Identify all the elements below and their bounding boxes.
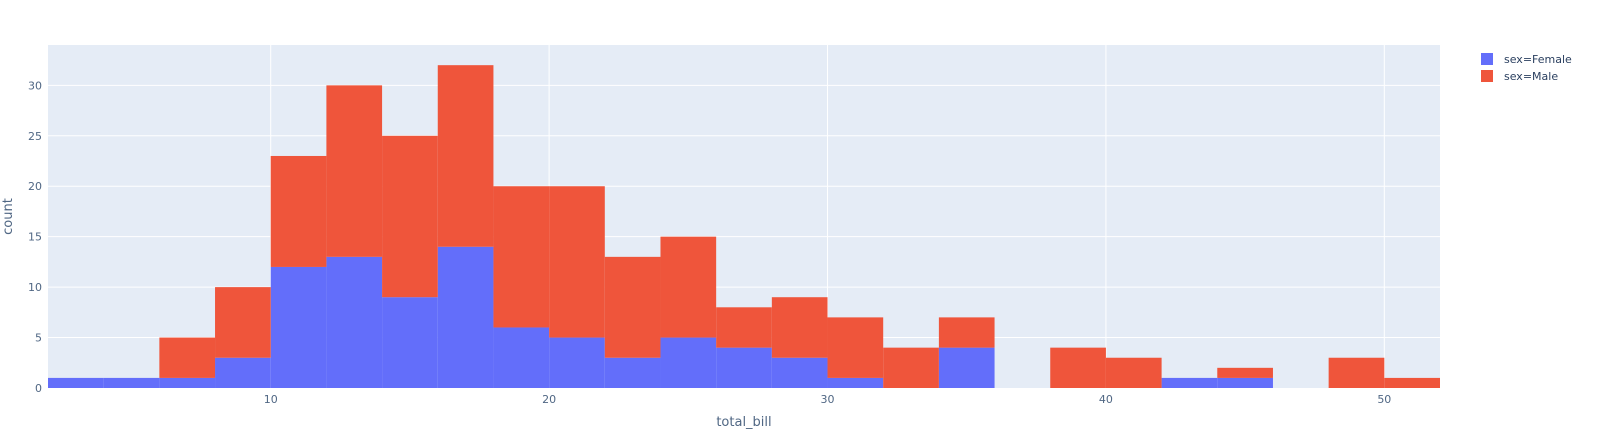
bar[interactable] [827,317,884,378]
legend-label: sex=Female [1504,53,1572,66]
y-tick-labels: 0 5 10 15 20 25 30 [28,79,42,395]
bar[interactable] [1050,347,1106,388]
legend[interactable]: sex=Female sex=Male [1481,53,1572,83]
x-tick-label: 30 [821,393,835,406]
y-tick-label: 30 [28,79,42,92]
bar[interactable] [1105,357,1162,388]
bar[interactable] [103,377,160,388]
bar[interactable] [437,65,494,247]
x-axis-title: total_bill [716,415,771,430]
bars [48,65,1440,388]
bar[interactable] [215,357,271,388]
y-tick-label: 10 [28,281,42,294]
bar[interactable] [716,307,772,348]
y-tick-label: 15 [28,231,42,244]
bar[interactable] [660,236,717,338]
legend-item[interactable]: sex=Male [1481,70,1558,83]
bar[interactable] [771,297,828,358]
bar[interactable] [771,357,828,388]
bar[interactable] [660,337,717,388]
bar[interactable] [159,337,216,378]
x-tick-label: 40 [1099,393,1113,406]
bar[interactable] [326,256,383,388]
bar[interactable] [270,266,327,388]
bar[interactable] [883,347,939,388]
bar[interactable] [1217,367,1273,378]
x-tick-label: 20 [542,393,556,406]
bar[interactable] [1384,377,1440,388]
bar[interactable] [604,256,661,358]
bar[interactable] [938,317,995,348]
series-sex-female [48,246,1273,388]
bar[interactable] [604,357,661,388]
bar[interactable] [1217,377,1273,388]
bar[interactable] [48,377,104,388]
legend-label: sex=Male [1504,70,1558,83]
x-tick-labels: 10 20 30 40 50 [264,393,1392,406]
y-tick-label: 0 [35,382,42,395]
x-tick-label: 50 [1377,393,1391,406]
legend-item[interactable]: sex=Female [1481,53,1572,66]
y-axis-title: count [1,198,16,235]
bar[interactable] [493,186,550,328]
bar[interactable] [1328,357,1385,388]
legend-swatch [1481,70,1493,82]
y-tick-label: 20 [28,180,42,193]
bar[interactable] [382,297,438,388]
y-tick-label: 25 [28,130,42,143]
bar[interactable] [159,377,216,388]
bar[interactable] [549,186,605,338]
bar[interactable] [437,246,494,388]
bar[interactable] [215,287,271,358]
bar[interactable] [716,347,772,388]
bar[interactable] [1161,377,1218,388]
bar[interactable] [549,337,605,388]
y-tick-label: 5 [35,332,42,345]
bar[interactable] [326,85,383,257]
x-tick-label: 10 [264,393,278,406]
bar[interactable] [938,347,995,388]
legend-swatch [1481,53,1493,65]
bar[interactable] [827,377,884,388]
bar[interactable] [493,327,550,388]
series-sex-male [159,65,1440,388]
bar[interactable] [382,135,438,298]
bar[interactable] [270,155,327,267]
